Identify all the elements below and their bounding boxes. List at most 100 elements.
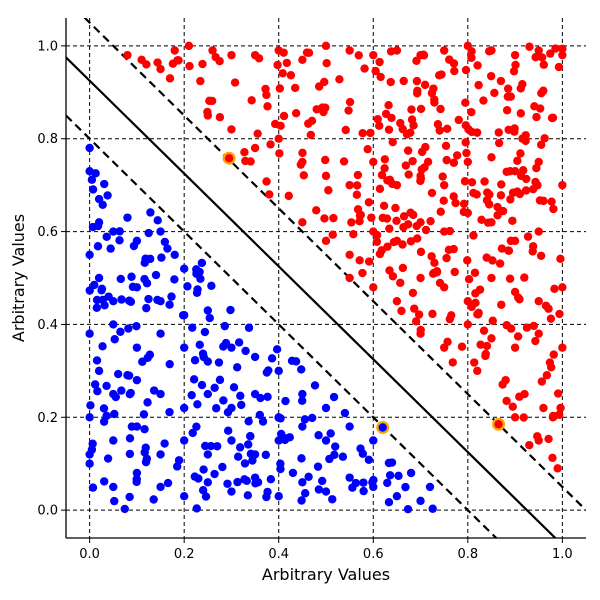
red-point (392, 216, 401, 226)
red-point (345, 97, 355, 107)
blue-point (392, 492, 402, 501)
blue-point (92, 356, 102, 365)
red-point (558, 283, 567, 292)
red-point (402, 130, 412, 139)
red-point (312, 105, 321, 114)
red-point (170, 46, 179, 55)
red-point (528, 184, 538, 194)
red-point (278, 69, 287, 78)
red-point (528, 242, 538, 251)
blue-point (263, 392, 272, 402)
red-point (291, 109, 301, 118)
blue-point (140, 424, 149, 434)
blue-point (223, 479, 232, 488)
blue-point (110, 409, 119, 419)
red-point (265, 190, 274, 199)
blue-point (263, 487, 272, 497)
blue-point (223, 426, 233, 435)
red-point (522, 174, 531, 184)
red-point (463, 256, 472, 265)
blue-point (120, 504, 129, 514)
blue-point (179, 264, 189, 273)
blue-point (298, 422, 307, 431)
blue-point (88, 222, 98, 232)
red-point (429, 84, 438, 93)
red-point (484, 47, 494, 56)
blue-point (144, 294, 153, 304)
blue-point (85, 329, 94, 338)
red-point (558, 343, 567, 352)
red-point (497, 180, 506, 189)
red-point (430, 95, 439, 104)
red-point (399, 76, 408, 86)
red-point (547, 197, 556, 206)
red-point (345, 273, 354, 283)
blue-point (110, 335, 119, 344)
red-point (513, 332, 523, 341)
blue-point (109, 320, 118, 329)
blue-point (325, 454, 334, 464)
red-point (417, 165, 426, 174)
blue-point (338, 452, 348, 461)
highlighted-point (224, 154, 234, 163)
red-point (504, 246, 513, 255)
blue-point (100, 179, 109, 189)
blue-point (157, 253, 166, 262)
red-point (508, 188, 518, 197)
blue-point (163, 244, 172, 253)
blue-point (200, 327, 210, 337)
red-point (347, 218, 356, 227)
red-point (123, 50, 132, 60)
blue-point (193, 400, 202, 409)
red-point (411, 317, 421, 326)
red-point (286, 71, 296, 80)
red-point (463, 320, 473, 329)
red-point (399, 212, 409, 221)
blue-point (258, 417, 268, 426)
red-point (426, 216, 435, 226)
red-point (461, 65, 471, 75)
red-point (377, 246, 386, 255)
blue-point (91, 169, 100, 178)
red-point (525, 42, 534, 51)
red-point (279, 48, 288, 57)
red-point (464, 275, 474, 284)
red-point (531, 336, 540, 346)
blue-point (102, 232, 111, 241)
red-point (341, 125, 350, 135)
blue-point (90, 280, 99, 290)
blue-point (235, 443, 245, 452)
blue-point (253, 478, 263, 487)
blue-point (219, 342, 228, 351)
blue-point (205, 313, 214, 323)
red-point (462, 148, 471, 158)
x-tick-label: 0.4 (268, 547, 289, 562)
red-point (384, 100, 393, 110)
margin-lines (66, 18, 586, 538)
red-point (230, 78, 240, 87)
blue-point (298, 478, 307, 487)
red-point (502, 106, 512, 115)
red-point (376, 72, 385, 82)
blue-point (297, 365, 306, 374)
red-point (488, 316, 497, 325)
red-point (156, 64, 165, 74)
red-point (153, 58, 162, 67)
blue-point (198, 349, 208, 358)
red-point (198, 59, 207, 69)
red-point (196, 76, 205, 86)
red-point (398, 240, 407, 249)
blue-point (359, 478, 368, 487)
blue-point (165, 300, 174, 309)
x-axis-label: Arbitrary Values (262, 565, 390, 584)
red-point (247, 96, 256, 105)
red-point (469, 358, 479, 367)
red-point (482, 253, 491, 262)
blue-point (94, 273, 104, 283)
blue-point (314, 431, 323, 440)
red-point (427, 252, 436, 261)
red-point (547, 113, 557, 123)
red-point (529, 321, 538, 331)
blue-point (246, 431, 255, 441)
